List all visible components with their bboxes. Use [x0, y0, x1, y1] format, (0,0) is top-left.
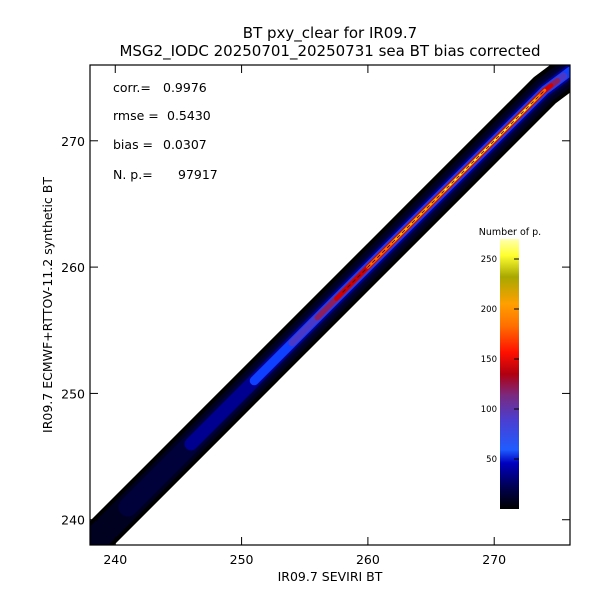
plot-frame — [89, 64, 571, 546]
y-tick-label: 270 — [61, 134, 85, 149]
stat-corr-label: corr.= — [113, 80, 151, 95]
x-axis-label: IR09.7 SEVIRI BT — [278, 569, 383, 584]
colorbar-tick-label: 150 — [481, 355, 497, 365]
y-tick-label: 260 — [61, 260, 85, 275]
colorbar-tick-label: 100 — [481, 405, 497, 415]
stat-np-label: N. p.= — [113, 167, 153, 182]
chart-subtitle: MSG2_IODC 20250701_20250731 sea BT bias … — [119, 42, 540, 61]
colorbar-ticks: 50 100 150 200 250 — [481, 255, 519, 465]
y-axis-label: IR09.7 ECMWF+RTTOV-11.2 synthetic BT — [40, 177, 55, 433]
identity-line — [342, 90, 545, 293]
density-ribbon — [90, 65, 570, 545]
stat-bias-value: 0.0307 — [163, 137, 207, 152]
stat-bias-label: bias = — [113, 137, 153, 152]
colorbar-tick-label: 200 — [481, 305, 497, 315]
y-tick-label: 240 — [61, 513, 85, 528]
colorbar: Number of p. 50 100 150 200 250 — [479, 227, 541, 509]
axis-ticks: 240 250 260 270 240 250 260 270 — [61, 65, 570, 567]
colorbar-tick-label: 50 — [486, 455, 497, 465]
colorbar-gradient — [500, 239, 519, 509]
stat-rmse-label: rmse = — [113, 108, 159, 123]
stats-block: corr.= 0.9976 rmse = 0.5430 bias = 0.030… — [113, 80, 218, 182]
colorbar-title: Number of p. — [479, 227, 541, 238]
colorbar-tick-label: 250 — [481, 255, 497, 265]
stat-corr-value: 0.9976 — [163, 80, 207, 95]
stat-np-value: 97917 — [178, 167, 218, 182]
x-tick-label: 260 — [356, 552, 380, 567]
x-tick-label: 270 — [482, 552, 506, 567]
stat-rmse-value: 0.5430 — [167, 108, 211, 123]
y-tick-label: 250 — [61, 386, 85, 401]
x-tick-label: 240 — [103, 552, 127, 567]
x-tick-label: 250 — [230, 552, 254, 567]
chart-title: BT pxy_clear for IR09.7 — [243, 24, 417, 43]
